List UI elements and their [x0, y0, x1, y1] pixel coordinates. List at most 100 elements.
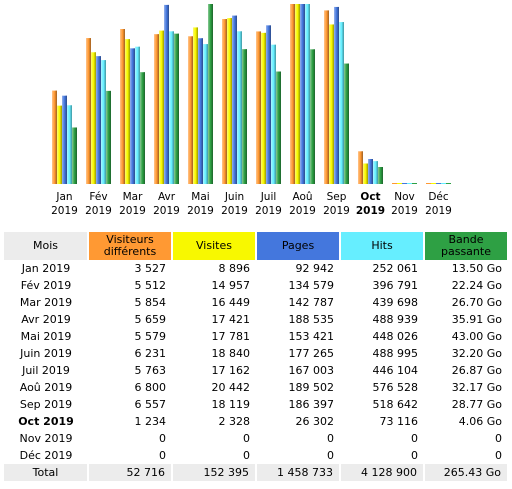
bar-highlight: [203, 44, 205, 184]
bar-highlight: [368, 159, 370, 184]
cell-hits: 396 791: [372, 279, 419, 292]
month-label: Mai: [191, 191, 209, 203]
bar-visiteurs: [290, 4, 295, 184]
bar-highlight: [72, 127, 74, 184]
year-label: 2019: [425, 205, 452, 217]
bar-shadow: [347, 63, 349, 184]
bar-highlight: [227, 18, 229, 185]
bar-highlight: [271, 44, 273, 185]
bar-highlight: [373, 161, 375, 184]
bar-shadow: [191, 36, 193, 184]
bar-bande: [344, 63, 349, 184]
bar-pages: [62, 95, 67, 184]
bar-bande: [72, 127, 77, 184]
bar-highlight: [329, 24, 331, 185]
bar-hits: [305, 4, 310, 184]
cell-visites: 8 896: [218, 262, 251, 275]
bar-hits: [271, 44, 276, 185]
bar-shadow: [259, 31, 261, 185]
header-bande-line1: Bande: [448, 233, 484, 246]
bar-highlight: [91, 52, 93, 184]
year-label: 2019: [289, 205, 316, 217]
bar-visites: [363, 163, 368, 184]
bar-shadow: [235, 15, 237, 184]
bar-visiteurs: [222, 19, 227, 184]
cell-pages: 92 942: [295, 262, 335, 275]
cell-hits: 73 116: [379, 415, 419, 428]
cell-mois: Aoû 2019: [19, 381, 73, 394]
table-row: Mai 2019 5 579 17 781 153 421 448 026 43.00 G…: [4, 328, 508, 345]
cell-visiteurs: 0: [159, 449, 166, 462]
bar-highlight: [266, 25, 268, 185]
bar-shadow: [196, 27, 198, 185]
bar-visites: [431, 183, 436, 184]
cell-hits: 448 026: [372, 330, 419, 343]
month-label: Avr: [158, 191, 176, 203]
table-header-row: Mois Visiteurs différents Visites Pages …: [4, 232, 509, 260]
bar-shadow: [327, 10, 329, 184]
cell-hits: 0: [411, 432, 418, 445]
bar-shadow: [279, 71, 281, 184]
bar-bande: [412, 183, 417, 184]
bar-highlight: [242, 49, 244, 184]
bar-highlight: [232, 15, 234, 184]
bar-hits: [169, 31, 174, 184]
cell-visiteurs: 3 527: [134, 262, 167, 275]
bar-hits: [407, 183, 412, 184]
bar-shadow: [133, 48, 135, 184]
bar-pages: [198, 38, 203, 185]
bar-shadow: [206, 44, 208, 184]
header-pages: Pages: [256, 232, 341, 260]
bar-shadow: [60, 105, 62, 184]
bar-pages: [130, 48, 135, 184]
header-mois: Mois: [4, 232, 89, 260]
bar-highlight: [208, 4, 210, 184]
bar-bande: [140, 72, 145, 184]
table-row: Déc 2019 0 0 0 0 0: [4, 447, 508, 464]
bar-visiteurs: [358, 151, 363, 184]
bar-visites: [397, 183, 402, 184]
bar-shadow: [240, 31, 242, 184]
bar-pages: [300, 4, 305, 184]
month-label: Fév: [89, 191, 107, 203]
bar-highlight: [276, 71, 278, 184]
bar-shadow: [313, 49, 315, 184]
cell-visiteurs: 0: [159, 432, 166, 445]
header-bande: Bande passante: [424, 232, 509, 260]
table-row: Aoû 2019 6 800 20 442 189 502 576 528 32.17 G…: [4, 379, 508, 396]
bar-pages: [436, 183, 441, 184]
bar-highlight: [86, 38, 88, 184]
bar-shadow: [211, 4, 213, 184]
bar-visiteurs: [120, 29, 125, 185]
bar-highlight: [164, 4, 166, 184]
year-label: 2019: [187, 205, 214, 217]
year-label: 2019: [323, 205, 350, 217]
cell-bande: 28.77 Go: [451, 398, 502, 411]
bar-shadow: [143, 72, 145, 184]
bar-highlight: [339, 22, 341, 184]
bar-visites: [329, 24, 334, 185]
table-row: Mar 2019 5 854 16 449 142 787 439 698 26.70 G…: [4, 294, 508, 311]
bar-hits: [373, 161, 378, 184]
bar-shadow: [172, 31, 174, 184]
bar-highlight: [101, 60, 103, 184]
bar-highlight: [324, 10, 326, 184]
cell-bande: 0: [495, 449, 502, 462]
total-bande: 265.43 Go: [424, 464, 509, 481]
bar-shadow: [342, 22, 344, 184]
cell-bande: 0: [495, 432, 502, 445]
cell-visites: 17 421: [211, 313, 251, 326]
bar-shadow: [55, 90, 57, 184]
bar-hits: [339, 22, 344, 184]
cell-mois: Fév 2019: [20, 279, 72, 292]
table-row: Avr 2019 5 659 17 421 188 535 488 939 35.91 G…: [4, 311, 508, 328]
bar-highlight: [159, 30, 161, 184]
cell-visiteurs: 5 854: [134, 296, 167, 309]
bar-visiteurs: [324, 10, 329, 184]
bar-highlight: [358, 151, 360, 184]
cell-mois: Jan 2019: [21, 262, 71, 275]
bar-bande: [106, 90, 111, 184]
bar-visiteurs: [392, 183, 397, 184]
bar-bande: [242, 49, 247, 184]
bar-pages: [96, 56, 101, 184]
